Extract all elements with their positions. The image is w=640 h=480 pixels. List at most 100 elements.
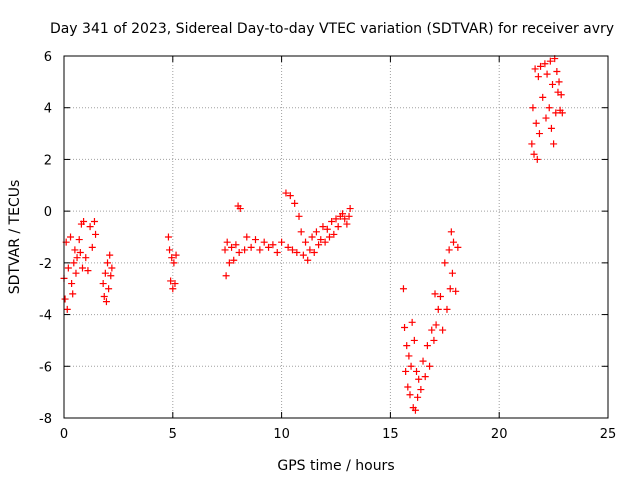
- data-point: [546, 57, 554, 65]
- y-tick-label: 4: [44, 102, 52, 117]
- data-point: [434, 305, 442, 313]
- data-point: [407, 362, 415, 370]
- data-point: [315, 241, 323, 249]
- data-point: [439, 326, 447, 334]
- data-point: [404, 383, 412, 391]
- data-point: [539, 93, 547, 101]
- data-point: [535, 130, 543, 138]
- data-point: [452, 287, 460, 295]
- data-point: [69, 290, 77, 298]
- y-tick-label: -2: [39, 257, 52, 272]
- data-point: [86, 223, 94, 231]
- data-point: [423, 342, 431, 350]
- data-point: [100, 292, 108, 300]
- data-point: [78, 264, 86, 272]
- data-point: [70, 259, 78, 267]
- x-tick-label: 10: [273, 427, 290, 442]
- data-point: [295, 212, 303, 220]
- data-point: [325, 233, 333, 241]
- data-point: [306, 246, 314, 254]
- data-point: [447, 228, 455, 236]
- series-1: [60, 217, 100, 313]
- data-point: [241, 246, 249, 254]
- data-point: [90, 217, 98, 225]
- data-point: [172, 251, 180, 259]
- series-3: [164, 233, 180, 293]
- data-point: [431, 290, 439, 298]
- chart-title: Day 341 of 2023, Sidereal Day-to-day VTE…: [50, 21, 614, 37]
- data-point: [269, 241, 277, 249]
- data-point: [430, 336, 438, 344]
- data-point: [345, 212, 353, 220]
- data-point: [436, 292, 444, 300]
- y-tick-label: 6: [44, 50, 52, 65]
- x-tick-label: 0: [60, 427, 68, 442]
- data-point: [531, 65, 539, 73]
- x-tick-label: 25: [600, 427, 617, 442]
- data-point: [101, 269, 109, 277]
- data-point: [282, 189, 290, 197]
- data-point: [343, 220, 351, 228]
- data-point: [63, 305, 71, 313]
- data-point: [169, 285, 177, 293]
- x-axis-label: GPS time / hours: [277, 458, 394, 474]
- data-point: [170, 259, 178, 267]
- series-2: [99, 251, 116, 306]
- data-point: [532, 119, 540, 127]
- data-point: [76, 249, 84, 257]
- data-point: [68, 280, 76, 288]
- data-point: [80, 217, 88, 225]
- data-point: [251, 236, 259, 244]
- data-point: [537, 62, 545, 70]
- data-point: [243, 233, 251, 241]
- data-point: [403, 342, 411, 350]
- data-point: [319, 223, 327, 231]
- data-point: [164, 233, 172, 241]
- data-point: [341, 215, 349, 223]
- data-point: [256, 246, 264, 254]
- data-point: [552, 109, 560, 117]
- data-point: [446, 285, 454, 293]
- data-point: [278, 238, 286, 246]
- data-point: [528, 140, 536, 148]
- grid-lines: [64, 56, 608, 418]
- y-tick-label: -6: [39, 360, 52, 375]
- data-point: [321, 238, 329, 246]
- x-tick-label: 5: [169, 427, 177, 442]
- y-tick-label: -4: [39, 309, 52, 324]
- data-point: [413, 367, 421, 375]
- data-point: [99, 280, 107, 288]
- data-point: [312, 228, 320, 236]
- data-point: [415, 375, 423, 383]
- data-point: [529, 104, 537, 112]
- data-point: [225, 259, 233, 267]
- series-5: [399, 228, 462, 414]
- data-point: [547, 124, 555, 132]
- data-point: [221, 246, 229, 254]
- data-point: [232, 241, 240, 249]
- data-point: [402, 367, 410, 375]
- data-point: [84, 267, 92, 275]
- data-point: [441, 259, 449, 267]
- data-point: [92, 230, 100, 238]
- data-point: [533, 155, 541, 163]
- data-point: [308, 233, 316, 241]
- data-point: [64, 264, 72, 272]
- data-point: [401, 324, 409, 331]
- data-point: [406, 391, 414, 399]
- data-point: [317, 236, 325, 244]
- data-point: [108, 264, 116, 272]
- data-point: [222, 272, 230, 280]
- data-point: [61, 295, 69, 303]
- data-point: [550, 140, 558, 148]
- data-point: [247, 243, 255, 251]
- data-point: [410, 336, 418, 344]
- x-tick-label: 15: [382, 427, 399, 442]
- data-point: [228, 243, 236, 251]
- data-point: [104, 259, 112, 267]
- data-point: [432, 321, 440, 329]
- data-point: [414, 393, 422, 401]
- data-point: [293, 249, 301, 257]
- data-point: [284, 243, 292, 251]
